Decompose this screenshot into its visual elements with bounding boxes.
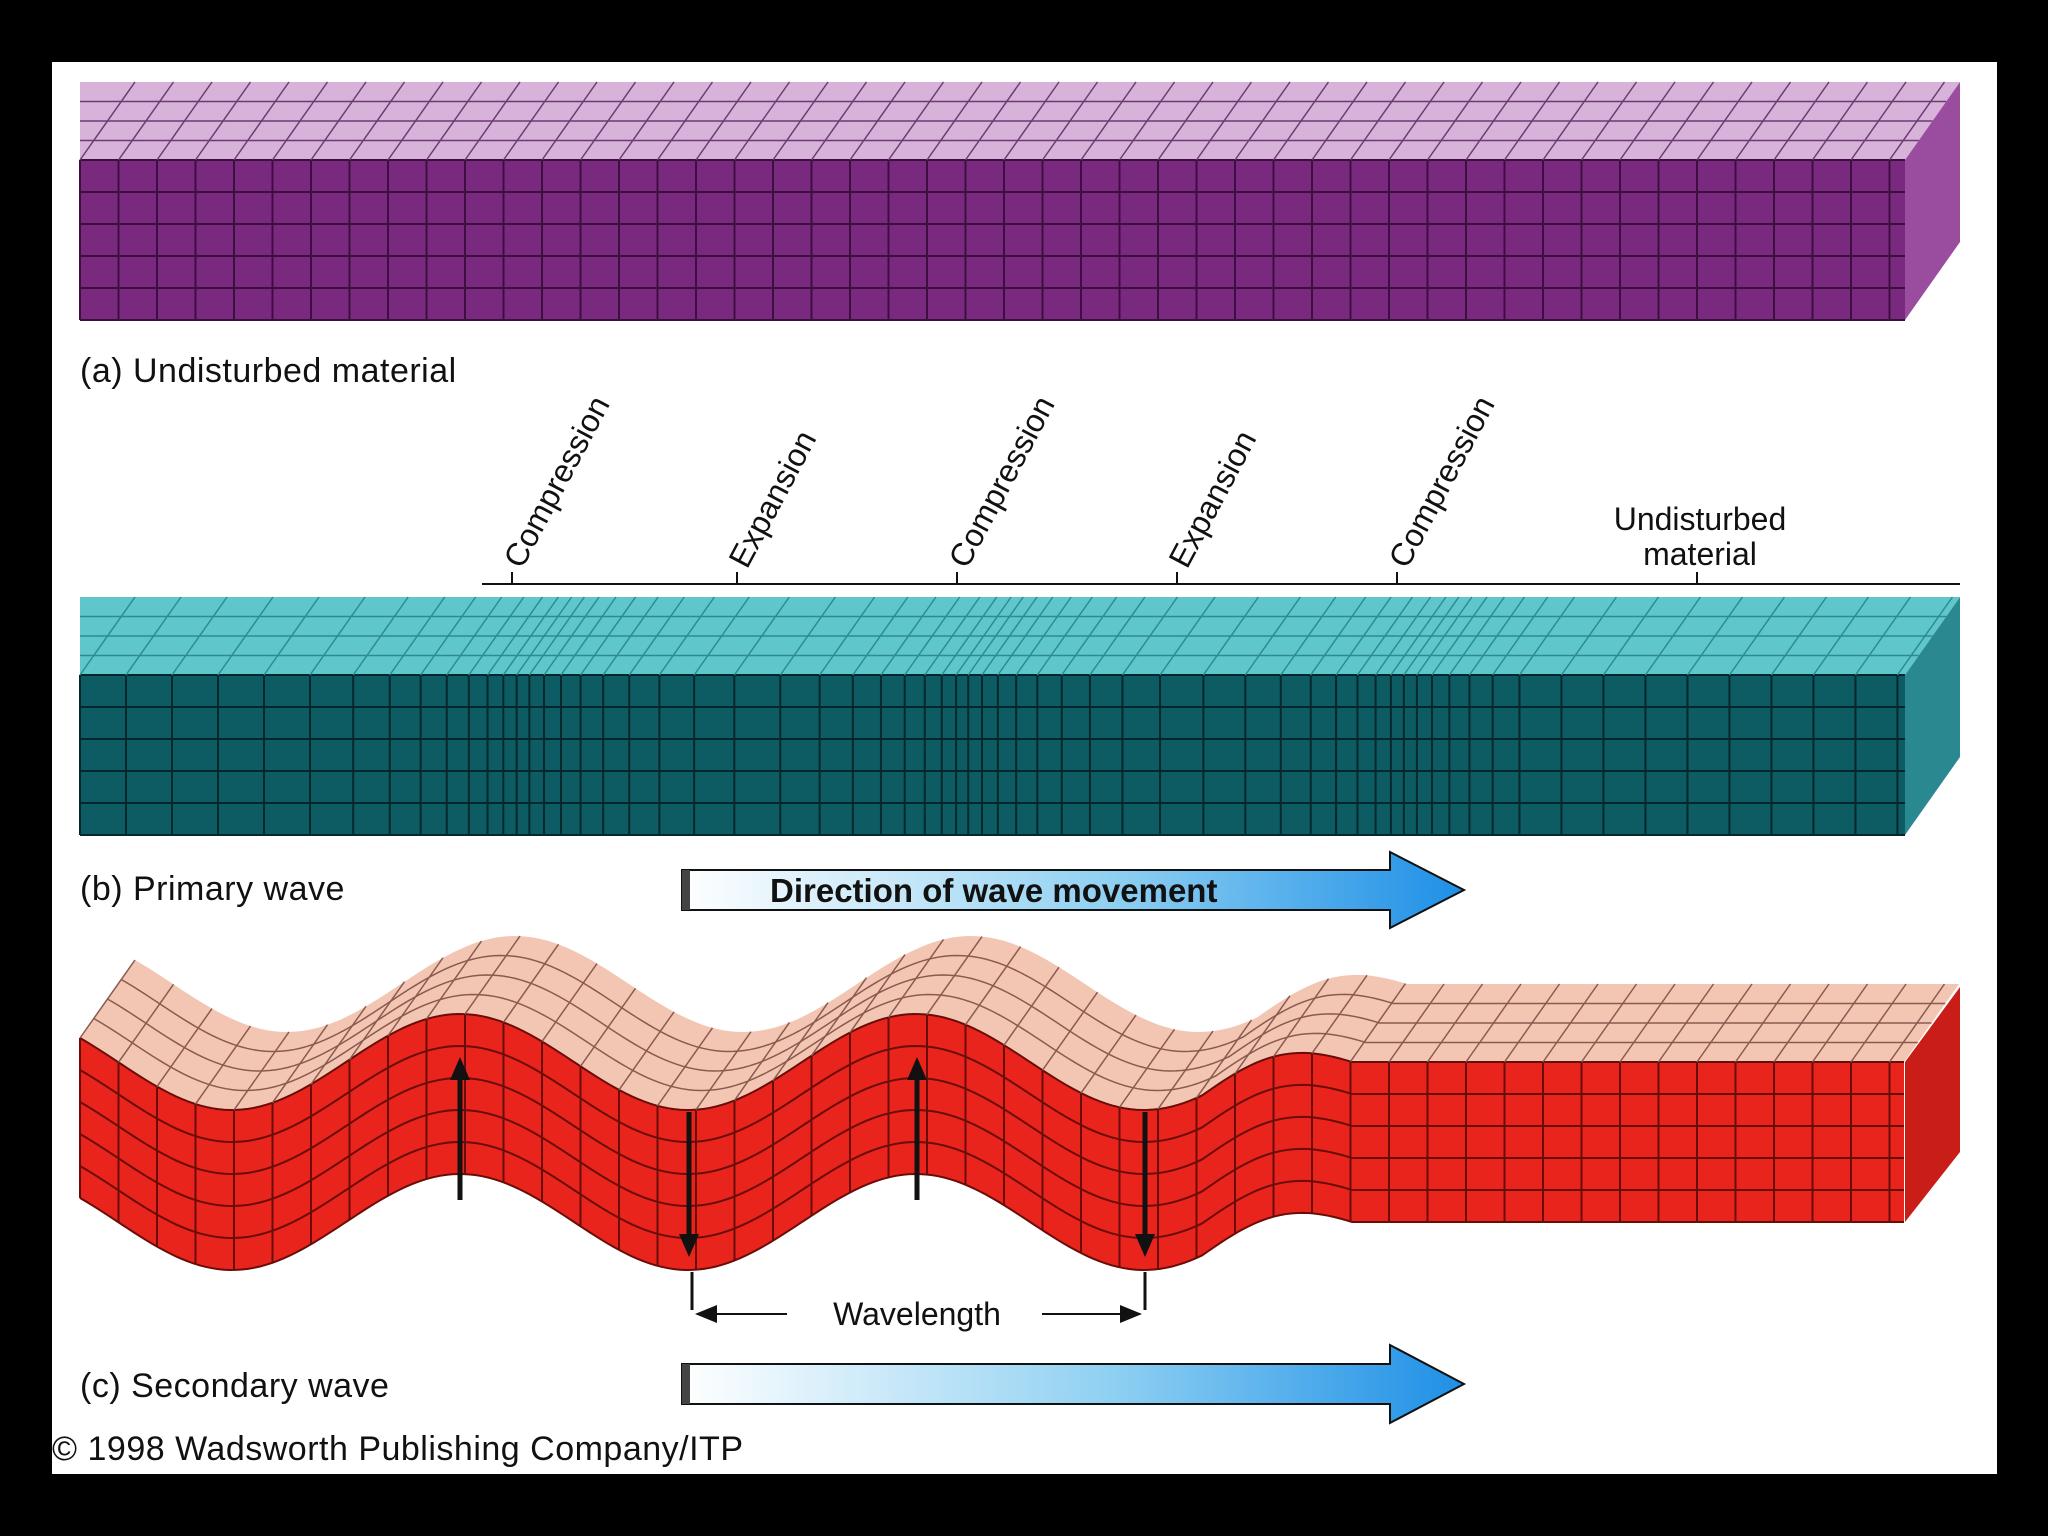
caption-b: (b) Primary wave (80, 870, 345, 908)
copyright-text: © 1998 Wadsworth Publishing Company/ITP (52, 1430, 744, 1468)
block-c-side (1905, 987, 1960, 1222)
zone-label-compression-3: Compression (1381, 390, 1501, 573)
primary-wave-block (79, 596, 1960, 836)
caption-c: (c) Secondary wave (80, 1367, 389, 1405)
zone-bracket (482, 572, 1960, 585)
particle-motion-arrows (450, 1057, 1155, 1257)
block-b-front (80, 675, 1905, 835)
secondary-wave-block (79, 935, 1960, 1271)
block-b-side (1905, 597, 1960, 835)
zone-label-compression-1: Compression (496, 390, 616, 573)
undisturbed-label-line1: Undisturbed (1614, 501, 1787, 537)
block-a-front (80, 160, 1905, 320)
block-c-front (80, 1014, 1904, 1270)
undisturbed-block (79, 81, 1960, 321)
direction-label: Direction of wave movement (770, 872, 1217, 909)
wavelength-label: Wavelength (833, 1296, 1001, 1332)
direction-arrow-b (681, 850, 1467, 930)
zone-label-expansion-2: Expansion (1161, 424, 1263, 573)
zone-label-expansion-1: Expansion (721, 424, 823, 573)
zone-label-compression-2: Compression (941, 390, 1061, 573)
direction-arrow-c (681, 1343, 1467, 1425)
wavelength-dimension (690, 1272, 1147, 1323)
undisturbed-label-line2: material (1643, 536, 1757, 572)
block-a-side (1905, 82, 1960, 320)
figure-panel: (a) Undisturbed material Compression Exp… (52, 62, 1997, 1474)
caption-a: (a) Undisturbed material (80, 352, 457, 390)
